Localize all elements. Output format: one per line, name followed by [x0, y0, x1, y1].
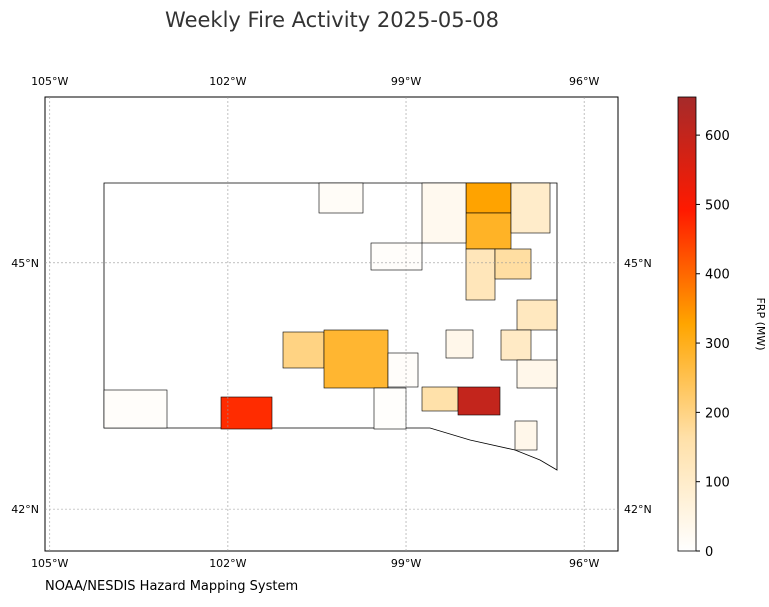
county: [457, 386, 501, 416]
county: [387, 352, 419, 388]
x-tick-label: 99°W: [391, 75, 421, 88]
county: [370, 242, 423, 271]
county: [421, 386, 459, 412]
x-tick-label: 96°W: [569, 75, 599, 88]
source-credit: NOAA/NESDIS Hazard Mapping System: [45, 579, 298, 594]
x-tick-label: 99°W: [391, 557, 421, 570]
x-tick-label: 96°W: [569, 557, 599, 570]
county: [103, 389, 168, 429]
county: [373, 387, 407, 430]
county: [323, 329, 389, 389]
county: [494, 248, 532, 280]
county: [445, 329, 474, 359]
x-tick-label: 105°W: [31, 75, 68, 88]
x-tick-label: 102°W: [209, 75, 246, 88]
colorbar-label: FRP (MW): [754, 297, 767, 350]
county: [421, 182, 467, 244]
county: [282, 331, 325, 369]
county: [500, 329, 532, 361]
county: [318, 182, 364, 214]
colorbar-tick-label: 200: [705, 406, 730, 421]
county: [516, 359, 558, 389]
county: [514, 420, 538, 451]
county: [465, 248, 496, 301]
county: [465, 212, 512, 250]
county: [465, 182, 512, 214]
colorbar-tick-label: 100: [705, 476, 730, 491]
y-tick-label: 45°N: [624, 257, 652, 270]
colorbar-tick-label: 300: [705, 337, 730, 352]
x-tick-label: 102°W: [209, 557, 246, 570]
colorbar-tick-label: 500: [705, 198, 730, 213]
chart-title: Weekly Fire Activity 2025-05-08: [165, 8, 499, 32]
county: [510, 182, 551, 234]
y-tick-label: 45°N: [11, 257, 39, 270]
county: [516, 299, 558, 331]
y-tick-label: 42°N: [624, 503, 652, 516]
colorbar-tick-label: 600: [705, 129, 730, 144]
colorbar-tick-label: 400: [705, 268, 730, 283]
county: [220, 396, 273, 430]
y-tick-label: 42°N: [11, 503, 39, 516]
colorbar-tick-label: 0: [705, 545, 713, 560]
x-tick-label: 105°W: [31, 557, 68, 570]
colorbar: [677, 96, 697, 552]
